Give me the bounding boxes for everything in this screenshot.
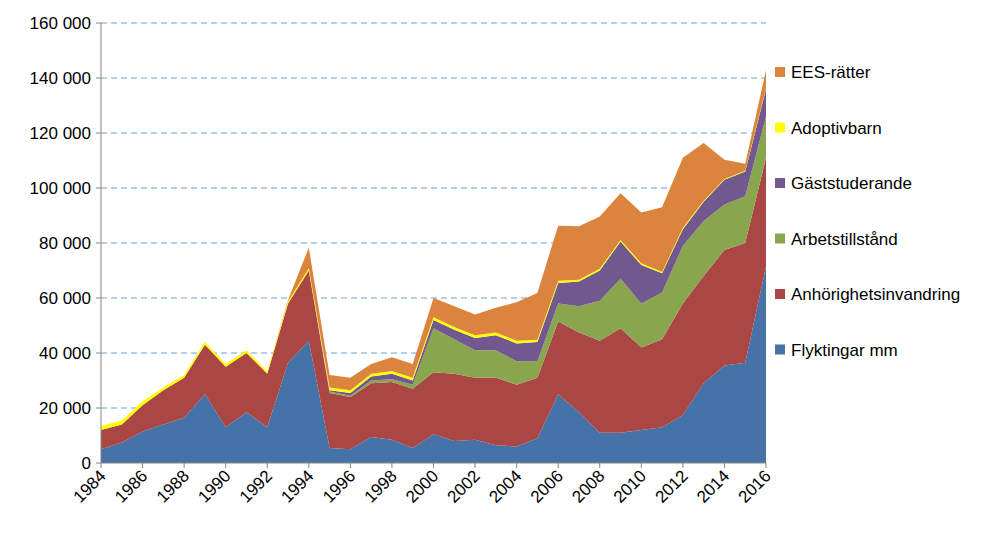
tick [766, 463, 767, 468]
x-tick-label: 2014 [693, 466, 733, 506]
x-tick-label: 1986 [111, 466, 151, 506]
x-tick-label: 1988 [153, 466, 193, 506]
legend-swatch [775, 178, 785, 188]
legend-label: EES-rätter [791, 63, 871, 82]
legend-label: Arbetstillstånd [791, 230, 898, 249]
tick [682, 463, 683, 468]
x-tick-label: 2012 [652, 466, 692, 506]
tick [96, 298, 101, 299]
tick [225, 463, 226, 468]
areas [101, 70, 766, 463]
tick [641, 463, 642, 468]
legend: EES-rätter Adoptivbarn Gäststuderande Arbet… [775, 63, 960, 360]
legend-label: Gäststuderande [791, 174, 912, 193]
y-axis [101, 23, 102, 463]
tick [96, 23, 101, 24]
legend-swatch [775, 123, 785, 133]
x-tick-label: 1992 [236, 466, 276, 506]
x-tick-label: 2016 [735, 466, 775, 506]
tick [433, 463, 434, 468]
x-tick-label: 2004 [485, 466, 525, 506]
tick [101, 463, 102, 468]
y-tick-label: 140 000 [30, 69, 91, 88]
x-tick-label: 1990 [194, 466, 234, 506]
tick [96, 463, 101, 464]
tick [96, 408, 101, 409]
tick [96, 188, 101, 189]
y-tick-label: 120 000 [30, 124, 91, 143]
grid-line [101, 78, 766, 79]
tick [516, 463, 517, 468]
y-tick-label: 80 000 [39, 234, 91, 253]
tick [184, 463, 185, 468]
y-tick-label: 0 [82, 454, 91, 473]
legend-label: Adoptivbarn [791, 119, 882, 138]
grid-line [101, 188, 766, 189]
tick [96, 78, 101, 79]
x-tick-label: 1994 [277, 466, 317, 506]
legend-swatch [775, 67, 785, 77]
x-tick-label: 2000 [402, 466, 442, 506]
chart: 0 20 000 40 000 60 000 80 000 100 000 120 000 1… [0, 0, 1001, 533]
y-tick-label: 40 000 [39, 344, 91, 363]
tick [558, 463, 559, 468]
y-tick-label: 100 000 [30, 179, 91, 198]
legend-swatch [775, 345, 785, 355]
tick [391, 463, 392, 468]
tick [599, 463, 600, 468]
tick [96, 133, 101, 134]
tick [142, 463, 143, 468]
y-tick-label: 60 000 [39, 289, 91, 308]
tick [308, 463, 309, 468]
x-tick-label: 2010 [610, 466, 650, 506]
tick [475, 463, 476, 468]
x-tick-label: 1996 [319, 466, 359, 506]
legend-label: Flyktingar mm [791, 341, 898, 360]
y-tick-label: 160 000 [30, 14, 91, 33]
tick [350, 463, 351, 468]
legend-swatch [775, 289, 785, 299]
x-tick-label: 1998 [361, 466, 401, 506]
tick [267, 463, 268, 468]
x-tick-label: 2006 [527, 466, 567, 506]
x-tick-label: 2008 [568, 466, 608, 506]
grid-line [101, 23, 766, 24]
tick [96, 353, 101, 354]
y-tick-label: 20 000 [39, 399, 91, 418]
x-tick-label: 1984 [70, 466, 110, 506]
tick [724, 463, 725, 468]
area [101, 70, 766, 426]
x-tick-label: 2002 [444, 466, 484, 506]
grid-line [101, 133, 766, 134]
legend-label: Anhörighetsinvandring [791, 285, 960, 304]
legend-swatch [775, 234, 785, 244]
tick [96, 243, 101, 244]
